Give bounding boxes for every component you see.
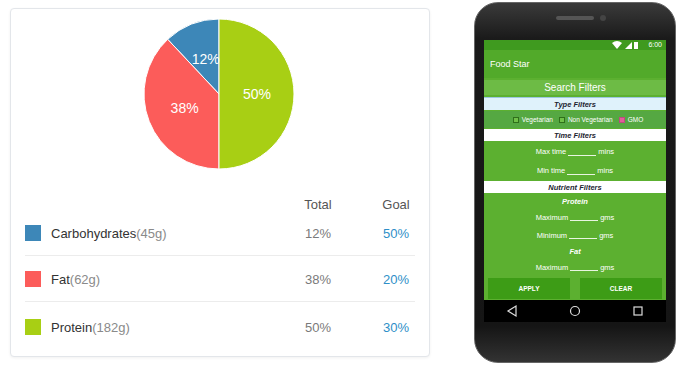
html-text:APPLY: APPLY bbox=[518, 285, 540, 292]
svg-text:38%: 38% bbox=[171, 100, 199, 116]
html-text:Minimum: Minimum bbox=[536, 230, 568, 240]
html-text:Nutrient Filters: Nutrient Filters bbox=[548, 182, 602, 192]
html-text:gms: gms bbox=[599, 230, 614, 240]
html-text:Fat (62g): Fat (62g) bbox=[51, 271, 101, 287]
html-text:Total: Total bbox=[304, 196, 332, 212]
html-text:mins: mins bbox=[598, 147, 615, 156]
html-text:38%: 38% bbox=[305, 271, 331, 287]
html-text:50%: 50% bbox=[383, 225, 409, 241]
html-text:12%: 12% bbox=[305, 225, 331, 241]
html-text:Food Star: Food Star bbox=[490, 59, 530, 69]
html-text:Vegetarian: Vegetarian bbox=[521, 116, 553, 123]
html-text:gms: gms bbox=[600, 262, 615, 272]
html-text:30%: 30% bbox=[383, 319, 409, 335]
html-text:Type Filters: Type Filters bbox=[554, 99, 596, 109]
html-text:GMO: GMO bbox=[627, 116, 644, 123]
html-text:Fat: Fat bbox=[569, 246, 581, 256]
html-text:Non Vegetarian: Non Vegetarian bbox=[567, 116, 613, 123]
html-text:Min time: Min time bbox=[536, 166, 566, 175]
html-text:Protein (182g): Protein (182g) bbox=[51, 319, 130, 335]
svg-text:50%: 50% bbox=[243, 86, 271, 102]
html-text:Maximum: Maximum bbox=[535, 212, 569, 222]
html-text:Maximum: Maximum bbox=[535, 262, 569, 272]
html-text:mins: mins bbox=[597, 166, 614, 175]
svg-text:12%: 12% bbox=[192, 51, 220, 67]
html-text:50%: 50% bbox=[305, 319, 331, 335]
html-text:gms: gms bbox=[600, 212, 615, 222]
html-text:20%: 20% bbox=[383, 271, 409, 287]
html-text:6:00: 6:00 bbox=[648, 41, 662, 48]
html-text:Search Filters: Search Filters bbox=[544, 82, 606, 93]
html-text:Max time: Max time bbox=[535, 147, 567, 156]
html-text:Carbohydrates (45g): Carbohydrates (45g) bbox=[51, 225, 167, 241]
html-text:Protein: Protein bbox=[562, 196, 588, 206]
html-text:Goal: Goal bbox=[382, 196, 410, 212]
html-text:CLEAR: CLEAR bbox=[609, 285, 633, 292]
html-text:Time Filters: Time Filters bbox=[554, 130, 596, 140]
